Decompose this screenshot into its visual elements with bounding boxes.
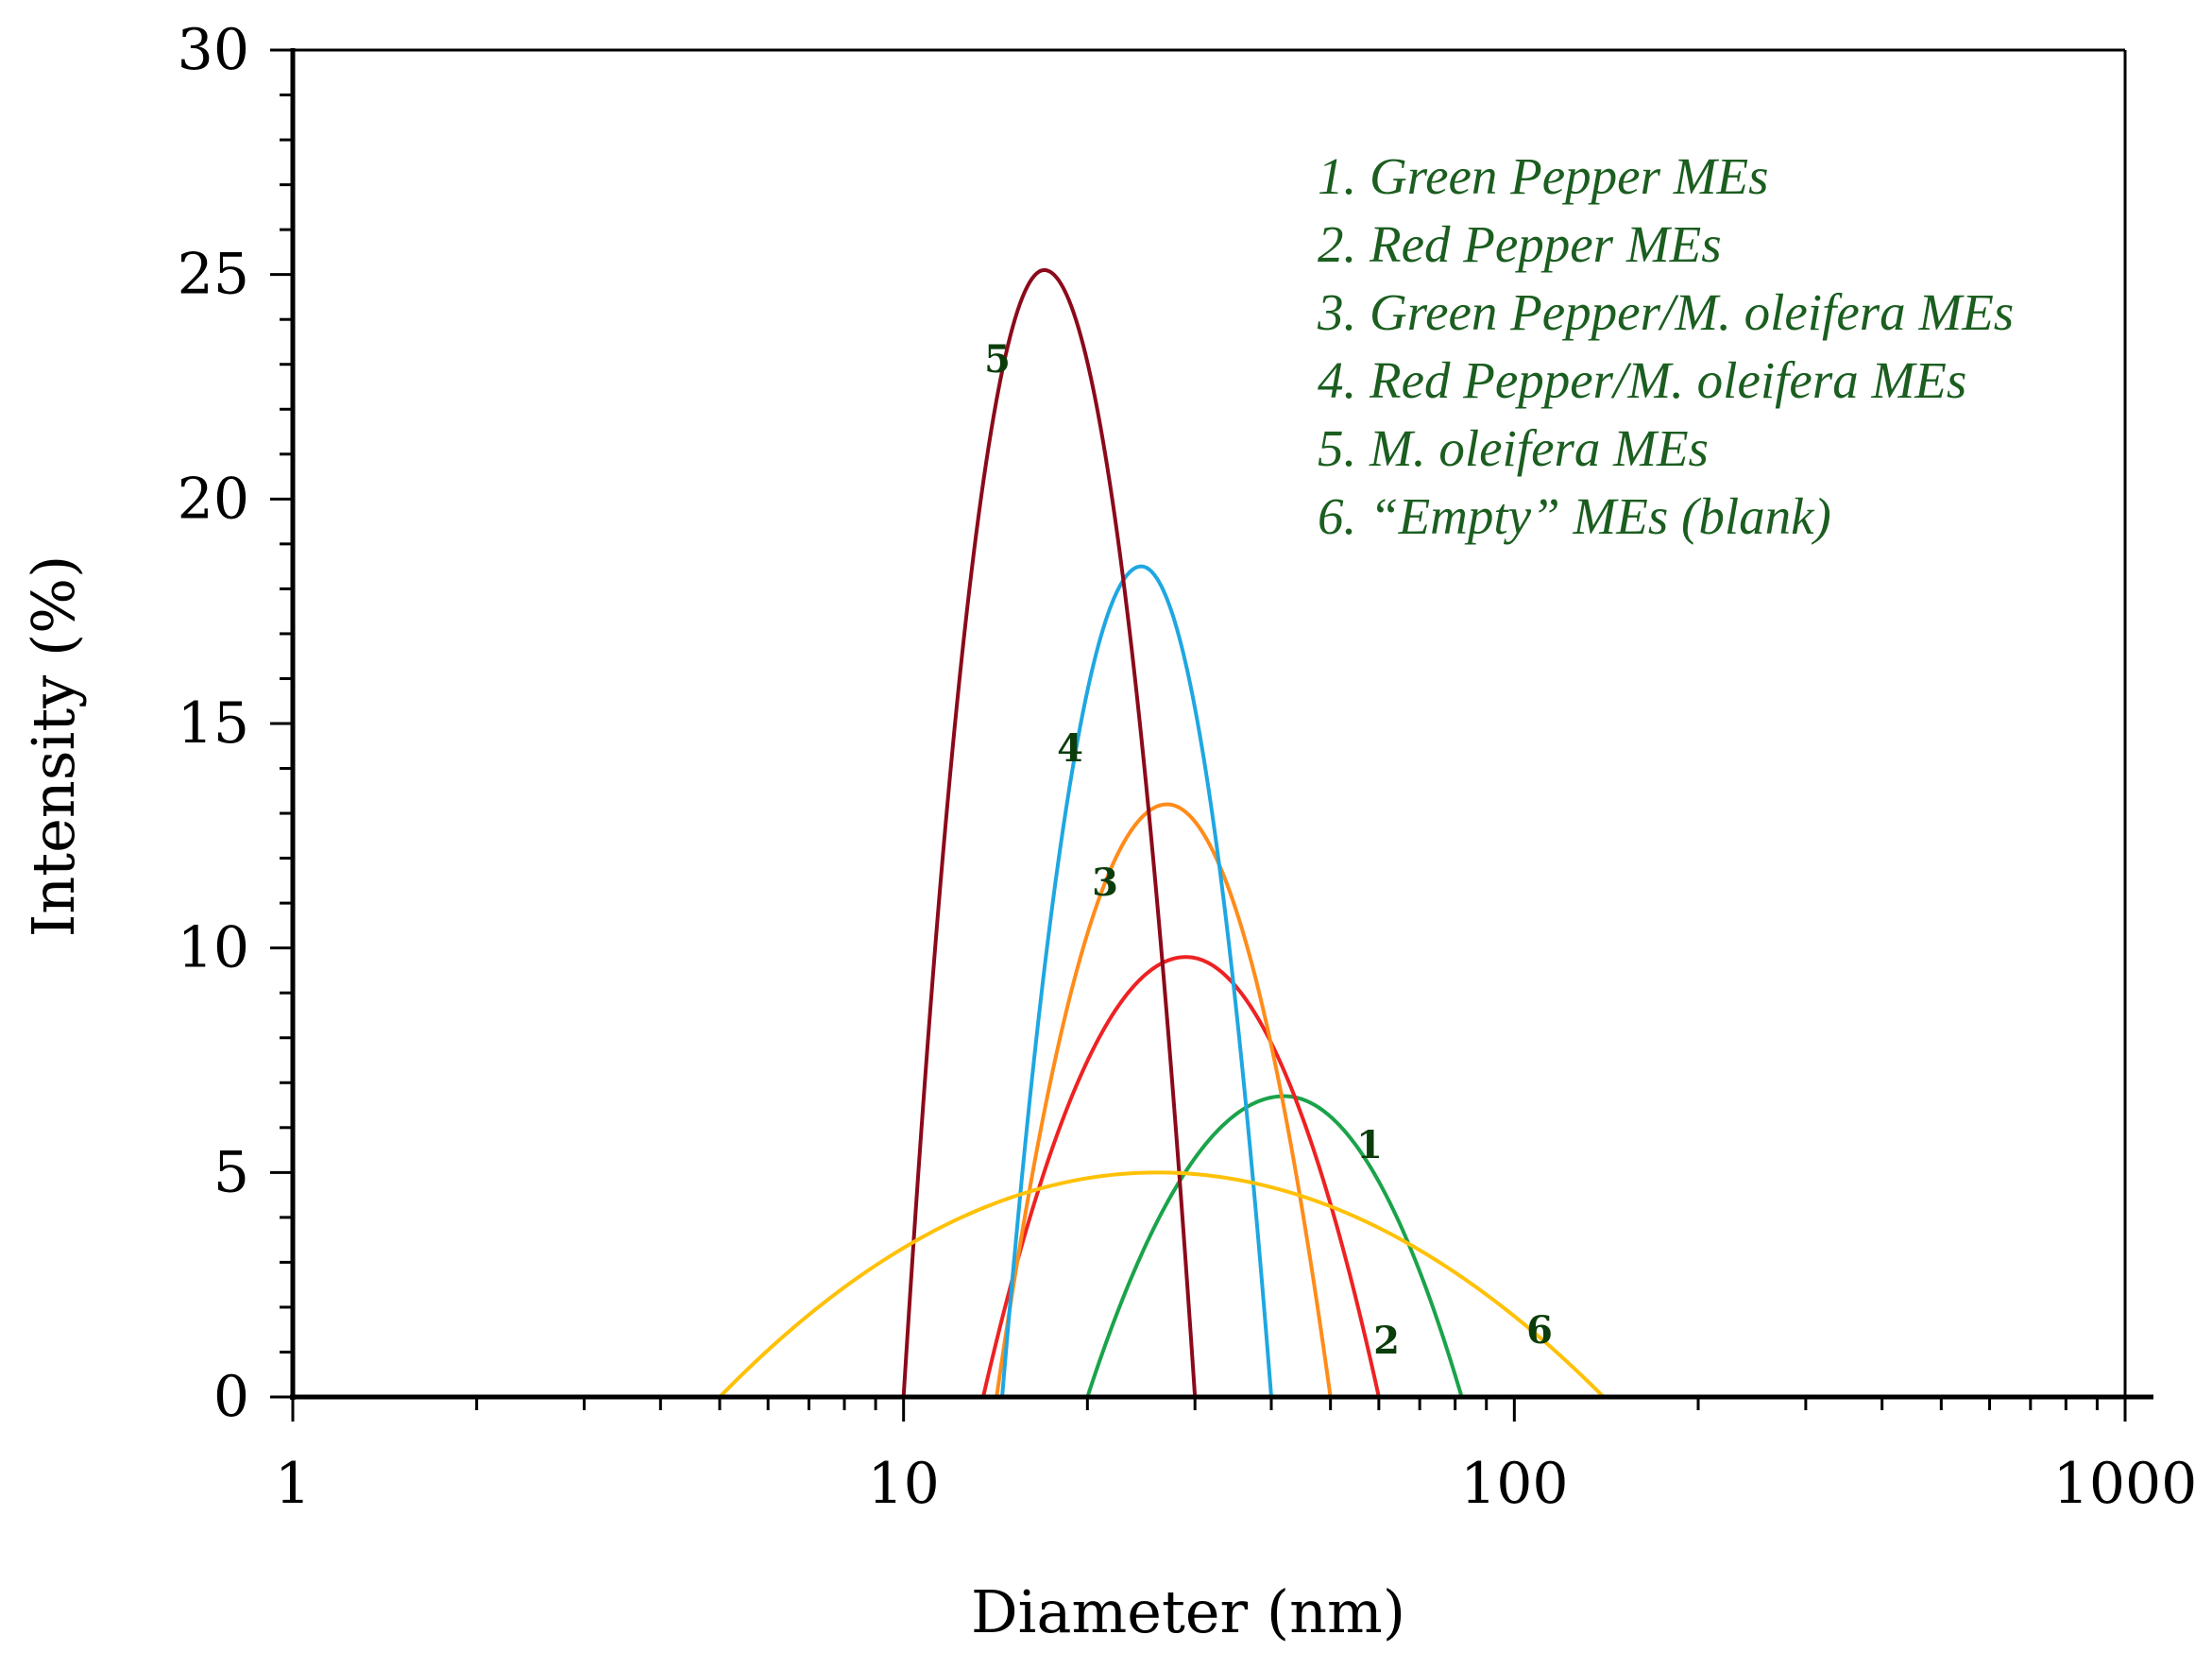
series-3-curve	[995, 802, 1333, 1398]
legend-entry: 5. M. oleifera MEs	[1318, 419, 1709, 477]
y-tick-label: 25	[178, 242, 249, 308]
curve-label-6: 6	[1526, 1308, 1553, 1353]
plot-frame	[293, 48, 2127, 1397]
y-tick-label: 10	[178, 915, 249, 981]
curve-labels: 1 2 3 4 5 6	[984, 337, 1553, 1363]
legend: 1. Green Pepper MEs 2. Red Pepper MEs 3. G…	[1317, 147, 2014, 545]
x-tick-label: 1	[275, 1451, 311, 1517]
y-tick-label: 0	[213, 1364, 249, 1430]
curve-label-5: 5	[984, 337, 1011, 382]
legend-entry: 1. Green Pepper MEs	[1318, 147, 1769, 205]
series-2-curve	[981, 955, 1381, 1398]
curve-label-2: 2	[1373, 1319, 1400, 1363]
curve-label-1: 1	[1356, 1123, 1383, 1167]
series-5-curve	[901, 267, 1198, 1398]
x-axis-title: Diameter (nm)	[971, 1577, 1405, 1646]
y-tick-label: 15	[178, 690, 249, 757]
curve-label-3: 3	[1092, 860, 1118, 905]
series-4-curve	[1000, 564, 1273, 1398]
series-1-curve	[1085, 1094, 1464, 1398]
legend-entry: 3. Green Pepper/M. oleifera MEs	[1317, 283, 2014, 341]
x-tick-label: 100	[1460, 1451, 1569, 1517]
y-tick-label: 30	[178, 17, 249, 83]
x-tick-label: 10	[867, 1451, 939, 1517]
axes	[270, 48, 2153, 1422]
x-tick-label: 1000	[2053, 1451, 2198, 1517]
legend-entry: 6. “Empty” MEs (blank)	[1318, 487, 1831, 545]
series-curves	[718, 267, 1606, 1399]
y-tick-label: 20	[178, 466, 249, 532]
legend-entry: 2. Red Pepper MEs	[1318, 215, 1722, 273]
y-tick-label: 5	[213, 1139, 249, 1205]
series-6-curve	[718, 1170, 1606, 1399]
y-axis-title: Intensity (%)	[19, 555, 88, 938]
legend-entry: 4. Red Pepper/M. oleifera MEs	[1318, 351, 1966, 409]
curve-label-4: 4	[1057, 726, 1083, 771]
